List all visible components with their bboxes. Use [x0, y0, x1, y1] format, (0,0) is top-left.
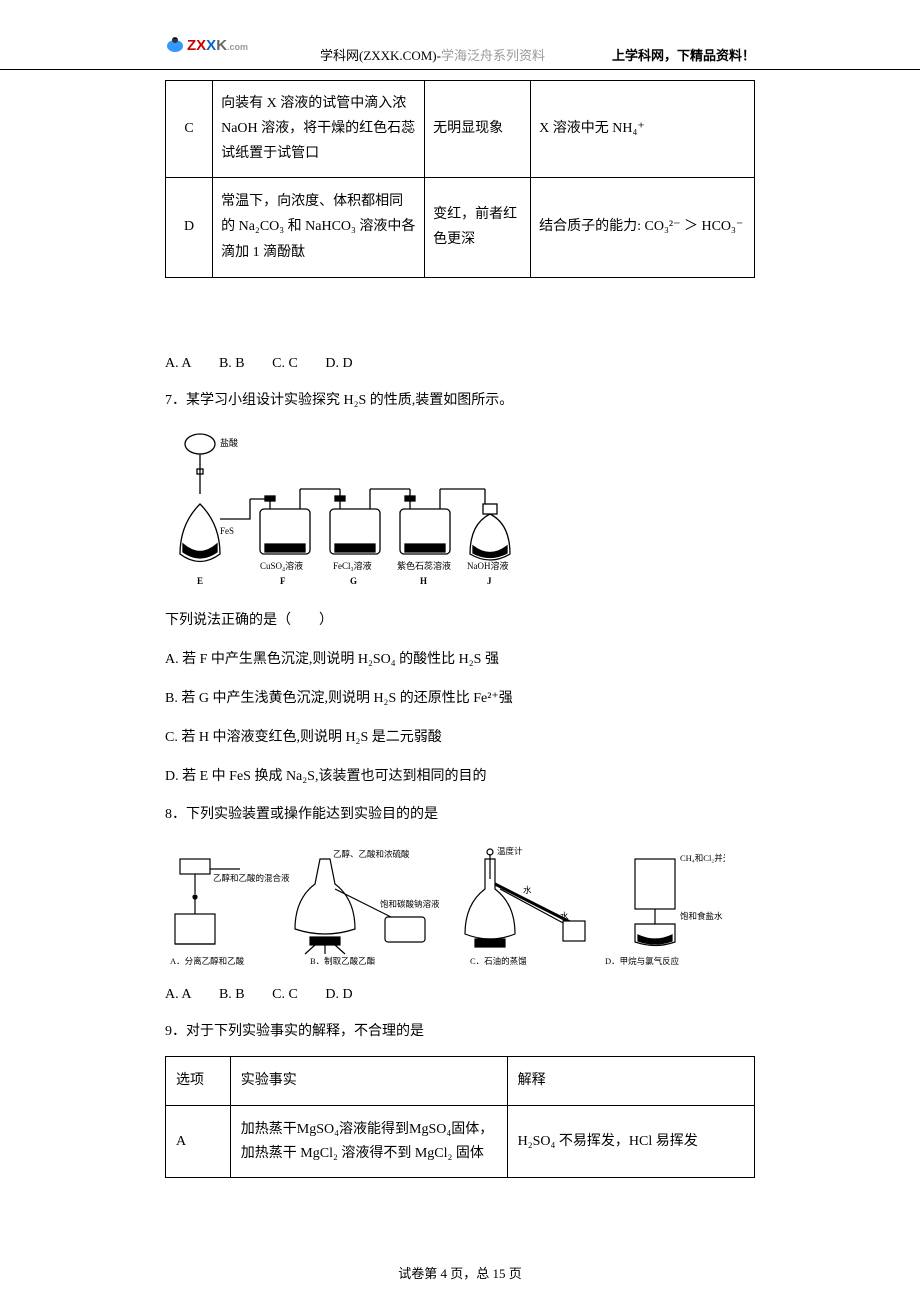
q8-options: A. A B. B C. C D. D	[165, 987, 755, 1003]
logo-icon	[165, 35, 185, 55]
svg-text:C．石油的蒸馏: C．石油的蒸馏	[470, 956, 527, 966]
row-procedure: 常温下，向浓度、体积都相同的 Na₂CO₃ 和 NaHCO₃ 溶液中各滴加 1 …	[213, 177, 425, 277]
svg-text:A．分离乙醇和乙酸: A．分离乙醇和乙酸	[170, 956, 245, 966]
svg-text:J: J	[487, 576, 492, 586]
q8-stem: 8．下列实验装置或操作能达到实验目的的是	[165, 800, 755, 831]
option-d: D. D	[325, 356, 352, 371]
site-logo: ZXXK.com	[165, 35, 248, 55]
svg-text:水: 水	[560, 911, 569, 921]
logo-com: .com	[227, 42, 248, 52]
page-header: ZXXK.com 学科网(ZXXK.COM)-学海泛舟系列资料 上学科网，下精品…	[0, 40, 920, 70]
header-slogan: 上学科网，下精品资料！	[612, 45, 755, 64]
svg-text:B．制取乙酸乙酯: B．制取乙酸乙酯	[310, 956, 376, 966]
svg-text:盐酸: 盐酸	[220, 437, 238, 448]
row-opt: A	[166, 1105, 231, 1178]
svg-text:乙醇和乙酸的混合液: 乙醇和乙酸的混合液	[213, 873, 290, 883]
page-footer: 试卷第 4 页，总 15 页	[0, 1263, 920, 1282]
svg-text:CH₄和Cl₂并光照: CH₄和Cl₂并光照	[680, 853, 725, 863]
q8-opt-b: B. B	[219, 987, 245, 1002]
svg-text:FeCl₃溶液: FeCl₃溶液	[333, 560, 372, 571]
q7-figure: 盐酸 FeS E CuSO₄溶液 F FeCl₃溶液 G 紫色石蕊溶液 H Na…	[165, 424, 755, 594]
logo-text: ZXXK.com	[187, 37, 248, 54]
svg-text:饱和食盐水: 饱和食盐水	[680, 911, 723, 921]
row-conclusion: 结合质子的能力: CO₃²⁻ ＞ HCO₃⁻	[531, 177, 755, 277]
page-content: C 向装有 X 溶液的试管中滴入浓 NaOH 溶液，将干燥的红色石蕊试纸置于试管…	[165, 80, 755, 1178]
svg-text:水: 水	[523, 885, 532, 895]
svg-text:温度计: 温度计	[497, 846, 523, 856]
th-fact: 实验事实	[230, 1056, 507, 1105]
svg-text:G: G	[350, 576, 357, 586]
table-row: D 常温下，向浓度、体积都相同的 Na₂CO₃ 和 NaHCO₃ 溶液中各滴加 …	[166, 177, 755, 277]
table-row: A 加热蒸干MgSO₄溶液能得到MgSO₄固体，加热蒸干 MgCl₂ 溶液得不到…	[166, 1105, 755, 1178]
th-explanation: 解释	[507, 1056, 754, 1105]
row-procedure: 向装有 X 溶液的试管中滴入浓 NaOH 溶液，将干燥的红色石蕊试纸置于试管口	[213, 81, 425, 178]
row-label: D	[166, 177, 213, 277]
svg-text:FeS: FeS	[220, 526, 234, 536]
q9-stem: 9．对于下列实验事实的解释，不合理的是	[165, 1017, 755, 1048]
q7-opt-b: B. 若 G 中产生浅黄色沉淀,则说明 H₂S 的还原性比 Fe²⁺强	[165, 684, 755, 715]
svg-text:NaOH溶液: NaOH溶液	[467, 560, 509, 571]
th-option: 选项	[166, 1056, 231, 1105]
table-header-row: 选项 实验事实 解释	[166, 1056, 755, 1105]
q8-opt-d: D. D	[325, 987, 352, 1002]
header-center: 学科网(ZXXK.COM)-学海泛舟系列资料	[320, 45, 545, 64]
option-b: B. B	[219, 356, 245, 371]
q7-stem: 7．某学习小组设计实验探究 H₂S 的性质,装置如图所示。	[165, 386, 755, 417]
svg-text:紫色石蕊溶液: 紫色石蕊溶液	[397, 560, 451, 571]
svg-text:饱和碳酸钠溶液: 饱和碳酸钠溶液	[380, 899, 440, 909]
svg-text:H: H	[420, 576, 427, 586]
header-site-name: 学科网(ZXXK.COM)-	[320, 48, 441, 63]
svg-text:E: E	[197, 576, 203, 586]
svg-text:乙醇、乙酸和浓硫酸: 乙醇、乙酸和浓硫酸	[333, 849, 410, 859]
q7-opt-d: D. 若 E 中 FeS 换成 Na₂S,该装置也可达到相同的目的	[165, 762, 755, 793]
q7-sub: 下列说法正确的是（ ）	[165, 606, 755, 637]
logo-zx: ZX	[187, 37, 206, 54]
row-conclusion: X 溶液中无 NH₄⁺	[531, 81, 755, 178]
logo-x: X	[206, 37, 216, 54]
q7-opt-a: A. 若 F 中产生黑色沉淀,则说明 H₂SO₄ 的酸性比 H₂S 强	[165, 645, 755, 676]
header-series: 学海泛舟系列资料	[441, 48, 545, 63]
q8-opt-a: A. A	[165, 987, 191, 1002]
table-row: C 向装有 X 溶液的试管中滴入浓 NaOH 溶液，将干燥的红色石蕊试纸置于试管…	[166, 81, 755, 178]
svg-text:D．甲烷与氯气反应: D．甲烷与氯气反应	[605, 956, 680, 966]
svg-text:CuSO₄溶液: CuSO₄溶液	[260, 560, 303, 571]
q6-table: C 向装有 X 溶液的试管中滴入浓 NaOH 溶液，将干燥的红色石蕊试纸置于试管…	[165, 80, 755, 278]
row-fact: 加热蒸干MgSO₄溶液能得到MgSO₄固体，加热蒸干 MgCl₂ 溶液得不到 M…	[230, 1105, 507, 1178]
row-observation: 无明显现象	[425, 81, 531, 178]
row-expl: H₂SO₄ 不易挥发，HCl 易挥发	[507, 1105, 754, 1178]
q8-opt-c: C. C	[272, 987, 298, 1002]
q6-options: A. A B. B C. C D. D	[165, 356, 755, 372]
row-label: C	[166, 81, 213, 178]
q8-figure: 乙醇和乙酸的混合液 A．分离乙醇和乙酸 乙醇、乙酸和浓硫酸 饱和碳酸钠溶液 B．…	[165, 839, 755, 969]
logo-k: K	[216, 37, 227, 54]
svg-text:F: F	[280, 576, 286, 586]
row-observation: 变红，前者红色更深	[425, 177, 531, 277]
q7-opt-c: C. 若 H 中溶液变红色,则说明 H₂S 是二元弱酸	[165, 723, 755, 754]
option-a: A. A	[165, 356, 191, 371]
option-c: C. C	[272, 356, 298, 371]
q9-table: 选项 实验事实 解释 A 加热蒸干MgSO₄溶液能得到MgSO₄固体，加热蒸干 …	[165, 1056, 755, 1178]
